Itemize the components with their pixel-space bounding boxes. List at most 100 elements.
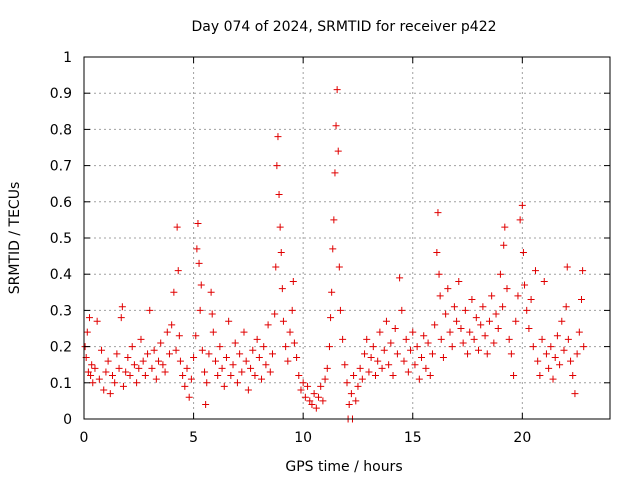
data-point (258, 375, 266, 383)
data-point (393, 350, 401, 358)
data-point (150, 346, 158, 354)
data-point (558, 317, 566, 325)
data-point (289, 277, 297, 285)
data-point (396, 274, 404, 282)
data-point (510, 372, 518, 380)
data-point (500, 241, 508, 249)
x-tick-label: 5 (189, 430, 198, 446)
data-point (165, 350, 173, 358)
data-point (336, 306, 344, 314)
data-point (479, 303, 487, 311)
data-point (187, 375, 195, 383)
data-point (284, 357, 292, 365)
data-point (119, 382, 127, 390)
data-point (218, 364, 226, 372)
data-point (282, 343, 290, 351)
data-point (276, 223, 284, 231)
data-point (562, 303, 570, 311)
data-point (266, 368, 274, 376)
y-tick-label: 0.7 (50, 159, 72, 175)
data-point (174, 267, 182, 275)
data-point (273, 162, 281, 170)
data-point (521, 281, 529, 289)
data-point (434, 209, 442, 217)
data-point (247, 364, 255, 372)
data-point (501, 223, 509, 231)
data-point (347, 390, 355, 398)
data-point (444, 285, 452, 293)
data-point (240, 328, 248, 336)
data-point (468, 296, 476, 304)
data-point (122, 368, 130, 376)
data-point (98, 346, 106, 354)
data-point (409, 328, 417, 336)
y-tick-label: 0.6 (50, 195, 72, 211)
data-point (494, 325, 502, 332)
data-point (385, 361, 393, 369)
data-point (108, 372, 116, 380)
data-point (327, 314, 335, 322)
data-point (176, 357, 184, 365)
data-point (333, 86, 341, 94)
data-point (271, 310, 279, 318)
y-tick-label: 0.1 (50, 376, 72, 392)
data-point (196, 306, 204, 314)
data-point (534, 357, 542, 365)
data-point (564, 335, 572, 343)
data-point (212, 357, 219, 365)
data-point (227, 372, 235, 380)
data-point (334, 147, 342, 155)
data-point (343, 379, 351, 387)
data-point (461, 306, 469, 314)
data-point (335, 263, 343, 271)
data-point (361, 350, 369, 358)
data-point (448, 343, 456, 351)
data-point (84, 368, 92, 376)
data-point (551, 353, 559, 361)
data-point (365, 368, 373, 376)
data-point (481, 332, 489, 340)
data-point (350, 372, 358, 380)
y-tick-label: 1 (63, 50, 72, 66)
data-point (545, 364, 553, 372)
data-point (225, 317, 233, 325)
data-point (367, 353, 375, 361)
y-tick-label: 0.4 (50, 267, 72, 283)
data-point (106, 390, 114, 398)
data-point (293, 353, 301, 361)
data-point (229, 361, 237, 369)
data-point (233, 379, 241, 387)
data-point (382, 317, 390, 325)
data-point (148, 364, 156, 372)
data-point (115, 364, 123, 372)
data-point (436, 292, 444, 300)
data-point (268, 350, 276, 358)
data-point (531, 267, 539, 275)
data-point (490, 339, 498, 347)
data-point (563, 263, 571, 271)
data-point (404, 368, 412, 376)
data-point (391, 325, 399, 332)
data-point (354, 382, 362, 390)
data-point (238, 368, 246, 376)
data-point (255, 353, 263, 361)
data-point (85, 314, 93, 322)
data-point (310, 390, 318, 398)
data-point (431, 321, 439, 329)
data-point (104, 357, 112, 365)
data-point (435, 270, 443, 278)
data-point (277, 248, 285, 256)
data-point (194, 220, 202, 228)
data-point (159, 361, 167, 369)
data-point (163, 328, 171, 336)
data-points (81, 86, 588, 423)
data-point (455, 277, 463, 285)
data-point (426, 372, 434, 380)
y-tick-label: 0.2 (50, 340, 72, 356)
data-point (236, 350, 244, 358)
data-point (301, 393, 309, 401)
data-point (413, 343, 421, 351)
data-point (83, 328, 91, 336)
data-point (262, 361, 270, 369)
data-point (139, 357, 147, 365)
